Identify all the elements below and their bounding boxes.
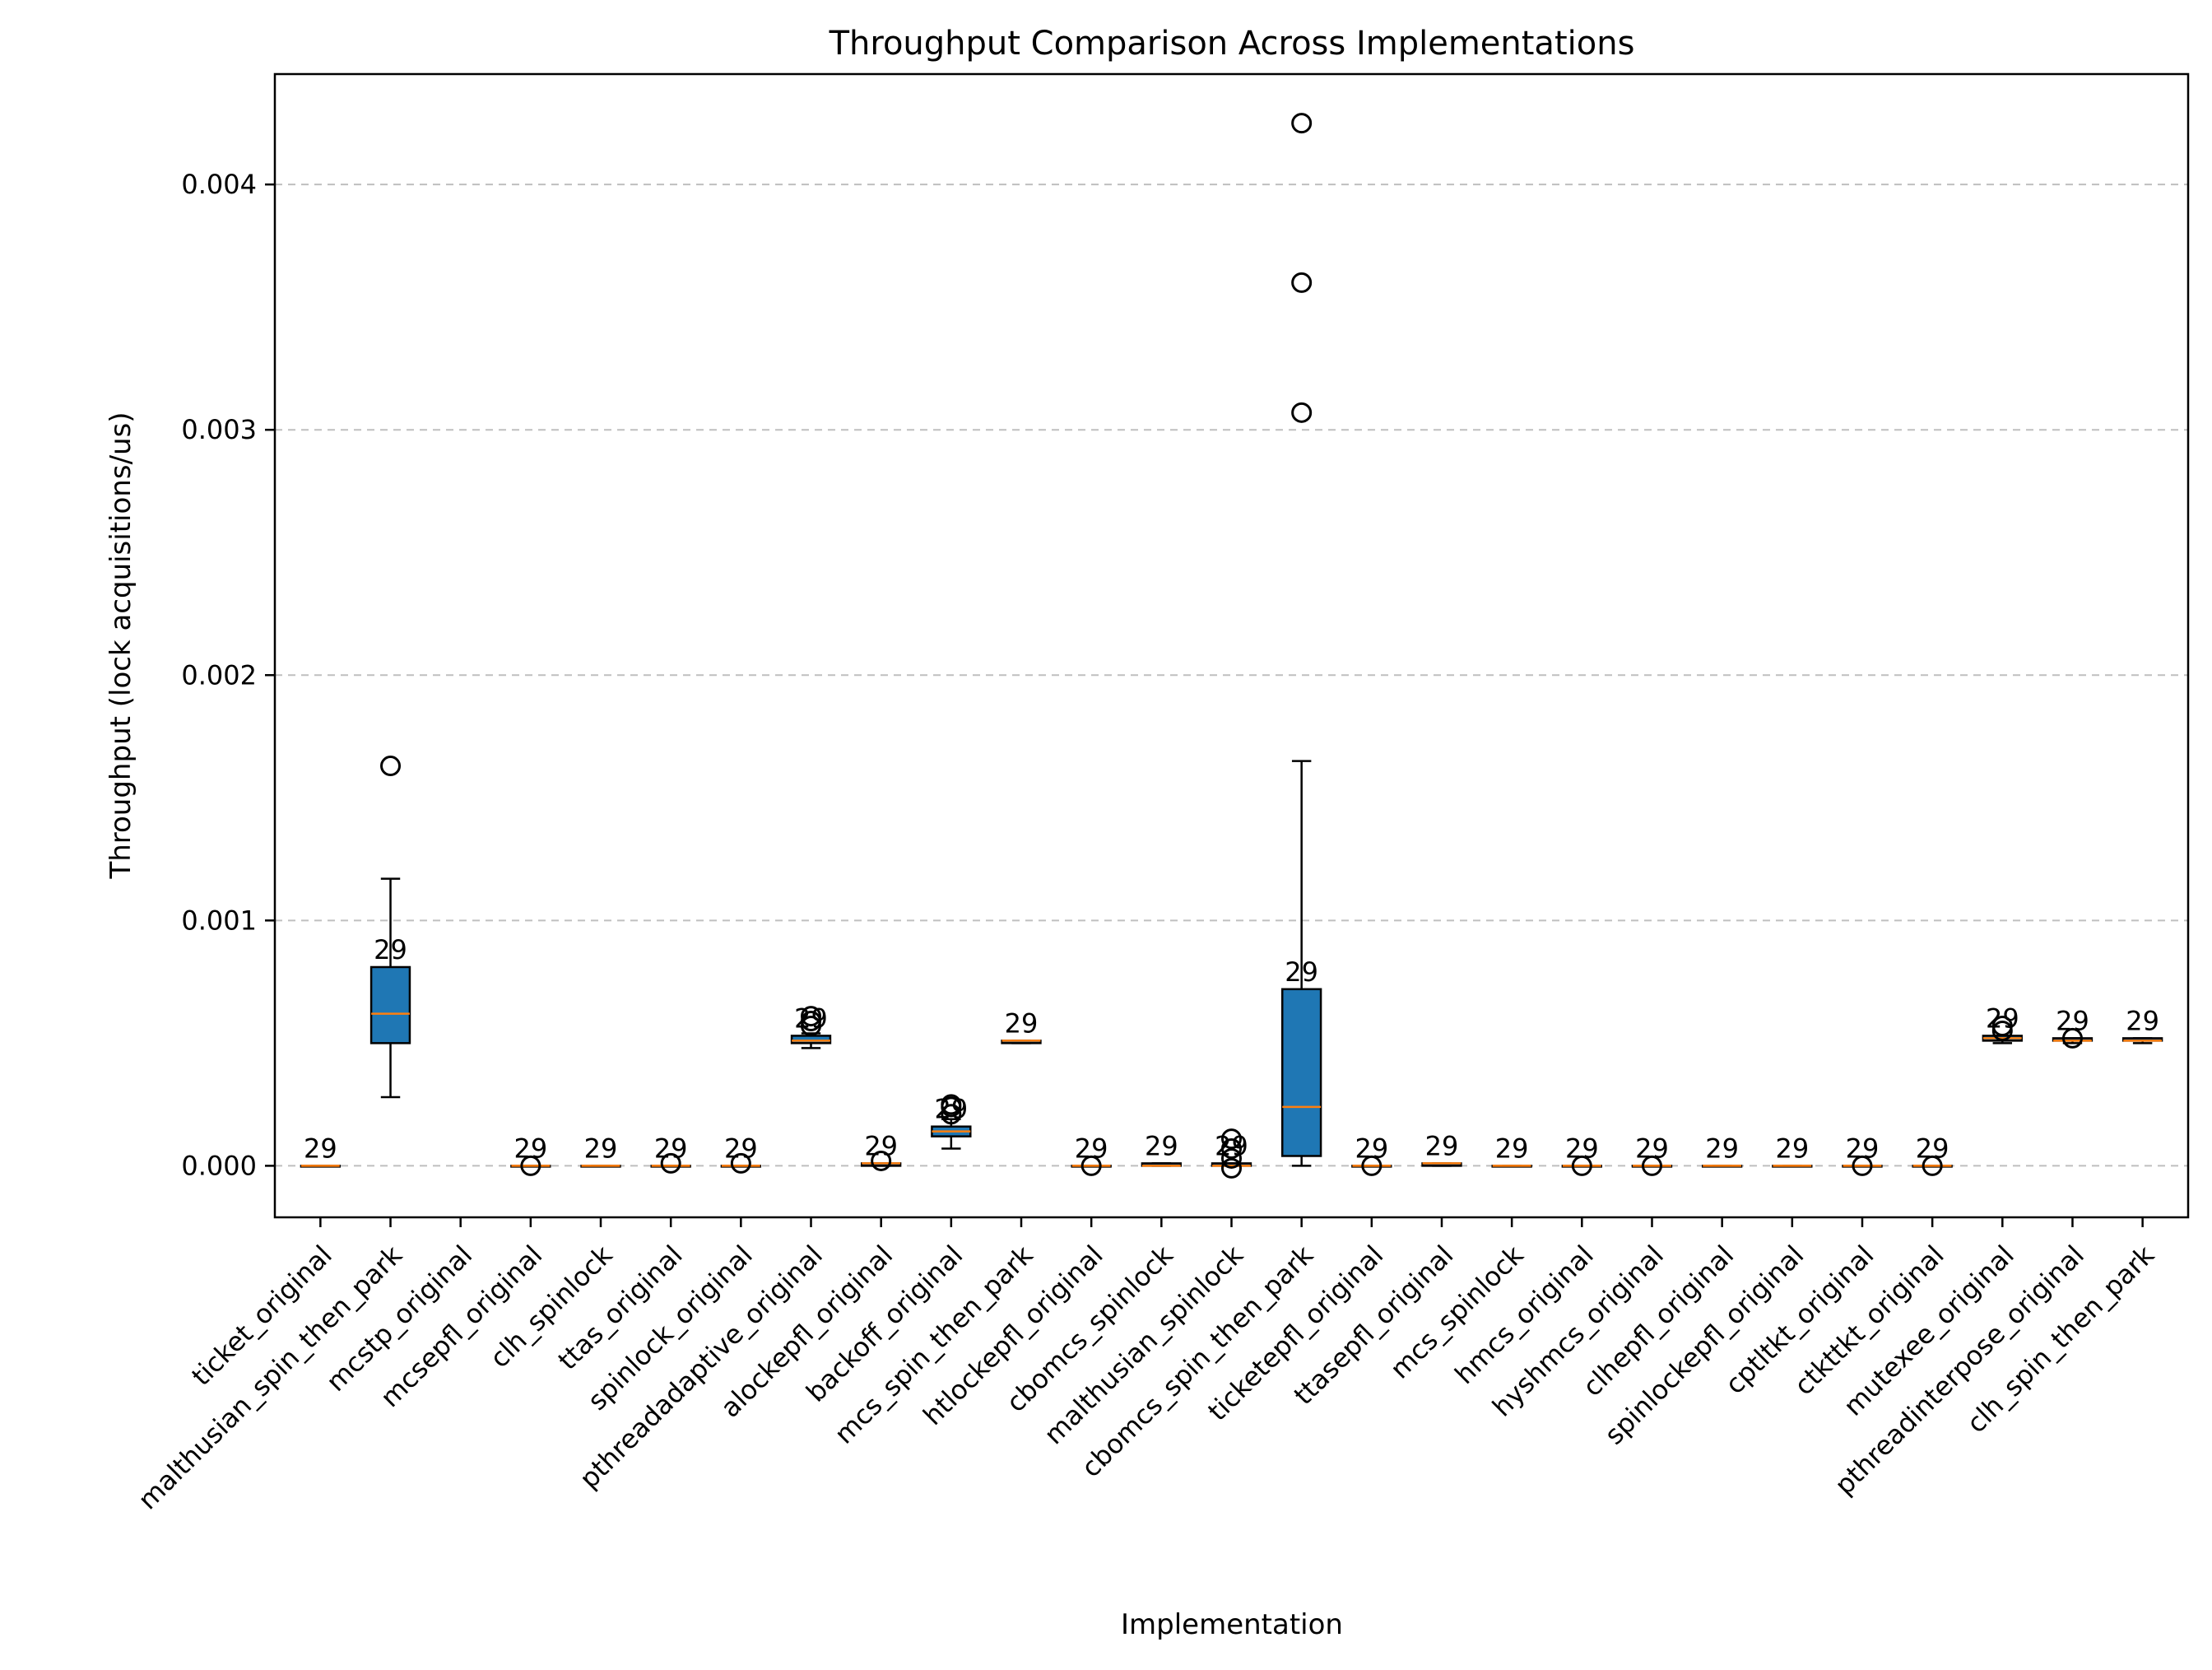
- y-axis-ticks: 0.000 0.001 0.002 0.003 0.004: [181, 169, 275, 1181]
- box-hmcs_original: [1561, 1155, 1602, 1176]
- outlier-point: [1291, 272, 1313, 293]
- box-series: [300, 113, 2163, 1179]
- outlier-point: [1080, 1155, 1102, 1176]
- box-alockepfl_original: [861, 1150, 902, 1171]
- box-ttas_original: [650, 1152, 691, 1174]
- box-cbomcs_spin_then_park: [1280, 113, 1322, 1167]
- box-spinlockepfl_original: [1772, 1165, 1813, 1168]
- y-tick-label: 0.002: [181, 659, 257, 691]
- y-tick-label: 0.000: [181, 1150, 257, 1181]
- outlier-point: [871, 1150, 892, 1171]
- count-label: 29: [374, 934, 407, 965]
- count-label: 29: [1355, 1133, 1388, 1164]
- box-mcs_spinlock: [1491, 1165, 1532, 1168]
- box-malthusian_spinlock: [1211, 1128, 1252, 1179]
- chart-title: Throughput Comparison Across Implementat…: [829, 25, 1635, 63]
- iqr-box: [369, 965, 411, 1044]
- count-label: 29: [2056, 1005, 2089, 1036]
- box-htlockepfl_original: [1071, 1155, 1112, 1176]
- outlier-point: [801, 1006, 822, 1027]
- outlier-point: [1852, 1155, 1873, 1176]
- box-hyshmcs_original: [1631, 1155, 1673, 1176]
- count-label: 29: [1425, 1130, 1459, 1161]
- box-backoff_original: [931, 1094, 972, 1150]
- box-ctkttkt_original: [1912, 1155, 1953, 1176]
- outlier-point: [1641, 1155, 1662, 1176]
- box-pthreadadaptive_original: [790, 1006, 832, 1049]
- box-ttasepfl_original: [1421, 1162, 1462, 1167]
- count-label: 29: [1495, 1133, 1529, 1164]
- count-label: 29: [514, 1133, 547, 1164]
- outlier-point: [941, 1104, 962, 1125]
- outlier-point: [801, 1011, 822, 1032]
- count-label: 29: [1846, 1133, 1880, 1164]
- count-label: 29: [1215, 1130, 1248, 1161]
- iqr-box: [790, 1035, 832, 1044]
- outlier-point: [941, 1094, 962, 1115]
- count-label: 29: [1775, 1133, 1809, 1164]
- outlier-point: [1571, 1155, 1592, 1176]
- count-label: 29: [1705, 1133, 1739, 1164]
- x-axis-label: Implementation: [1121, 1608, 1343, 1641]
- count-label: 29: [794, 1002, 828, 1034]
- outlier-point: [1291, 113, 1313, 134]
- box-clhepfl_original: [1701, 1165, 1743, 1168]
- box-cptltkt_original: [1842, 1155, 1883, 1176]
- y-gridlines: [275, 184, 2188, 1167]
- y-axis-label: Throughput (lock acquisitions/us): [105, 412, 137, 879]
- outlier-point: [2061, 1027, 2083, 1049]
- box-cbomcs_spinlock: [1141, 1162, 1183, 1167]
- outlier-point: [730, 1152, 751, 1174]
- box-clh_spin_then_park: [2121, 1037, 2163, 1044]
- outlier-point: [1991, 1020, 2013, 1041]
- outlier-point: [1221, 1138, 1242, 1160]
- count-label: 29: [1635, 1133, 1669, 1164]
- plot-frame: [273, 72, 2190, 1219]
- outlier-point: [660, 1152, 681, 1174]
- box-ticket_original: [300, 1165, 342, 1168]
- count-label: 29: [1986, 1002, 2019, 1034]
- x-tick-label: malthusian_spin_then_park: [132, 1239, 408, 1515]
- box-malthusian_spin_then_park: [369, 756, 411, 1099]
- box-mcsepfl_original: [510, 1155, 551, 1176]
- outlier-point: [1221, 1128, 1242, 1150]
- y-tick-label: 0.001: [181, 905, 257, 936]
- box-mcs_spin_then_park: [1001, 1040, 1042, 1044]
- box-ticketepfl_original: [1351, 1155, 1392, 1176]
- count-label: 29: [1145, 1130, 1178, 1161]
- y-tick-label: 0.004: [181, 169, 257, 200]
- iqr-box: [1280, 988, 1322, 1157]
- y-tick-label: 0.003: [181, 414, 257, 445]
- count-label: 29: [654, 1133, 688, 1164]
- outlier-point: [1291, 402, 1313, 423]
- box-mutexee_original: [1982, 1016, 2023, 1044]
- box-spinlock_original: [720, 1152, 762, 1174]
- outlier-point: [380, 756, 402, 777]
- count-label: 29: [2126, 1005, 2159, 1036]
- outlier-point: [1361, 1155, 1382, 1176]
- outlier-point: [1221, 1147, 1242, 1169]
- x-axis-ticks: ticket_originalmalthusian_spin_then_park…: [132, 1217, 2160, 1515]
- count-label: 29: [864, 1130, 898, 1161]
- box-clh_spinlock: [580, 1165, 621, 1168]
- outlier-point: [520, 1155, 541, 1176]
- box-pthreadinterpose_original: [2052, 1027, 2094, 1049]
- count-label: 29: [304, 1133, 337, 1164]
- count-label: 29: [934, 1094, 968, 1125]
- count-label: 29: [1285, 956, 1318, 988]
- outlier-point: [1922, 1155, 1943, 1176]
- count-label: 29: [1565, 1133, 1599, 1164]
- outlier-point: [801, 1016, 822, 1037]
- count-label: 29: [724, 1133, 758, 1164]
- count-label: 29: [1005, 1007, 1039, 1039]
- count-label: 29: [584, 1133, 618, 1164]
- count-labels: 29 29 29 29 29 29 29 29 29 29 29 29 29 29 29 29 29 29 29 29…: [304, 934, 2159, 1164]
- outlier-point: [1221, 1157, 1242, 1179]
- outlier-point: [1991, 1016, 2013, 1037]
- count-label: 29: [1075, 1133, 1108, 1164]
- count-label: 29: [1916, 1133, 1949, 1164]
